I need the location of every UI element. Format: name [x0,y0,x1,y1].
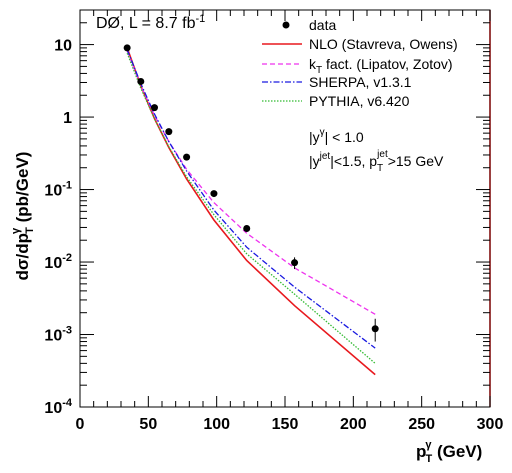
cut-photon-rapidity: |yγ| < 1.0 [309,127,364,145]
legend-entry-pythia: PYTHIA, v6.420 [262,93,410,109]
x-tick-label: 0 [76,416,85,433]
series-line-4 [126,52,376,364]
data-point [243,225,251,233]
y-tick-label: 1 [63,110,72,127]
legend-entry-kt: kT fact. (Lipatov, Zotov) [262,56,453,76]
series-lines [126,47,376,376]
data-point [371,325,379,333]
y-tick-label: 10 [54,38,72,55]
experiment-label: DØ, L = 8.7 fb-1 [96,13,205,32]
data-point [123,44,131,52]
legend-marker-data [282,21,290,29]
x-tick-label: 200 [340,416,367,433]
legend-label-pythia: PYTHIA, v6.420 [309,93,410,109]
data-point [150,104,158,112]
y-tick-label: 10-2 [44,252,72,272]
x-tick-label: 100 [203,416,230,433]
data-point [137,77,145,85]
x-tick-label: 50 [139,416,157,433]
x-tick-label: 150 [272,416,299,433]
legend: data NLO (Stavreva, Owens) kT fact. (Lip… [262,17,458,109]
legend-label-data: data [309,17,336,33]
data-point [183,153,191,161]
x-axis-label: pγ T (GeV) [416,439,482,465]
legend-entry-data: data [282,17,336,33]
x-tick-label: 300 [477,416,504,433]
legend-label-nlo: NLO (Stavreva, Owens) [309,36,458,52]
legend-label-sherpa: SHERPA, v1.3.1 [309,74,412,90]
data-point [165,128,173,136]
legend-entry-sherpa: SHERPA, v1.3.1 [262,74,412,90]
y-tick-label: 10-1 [44,180,72,200]
series-line-3 [126,49,376,349]
y-axis-label: dσ/dpγ T (pb/GeV) [10,152,36,281]
y-tick-label: 10-4 [44,397,72,417]
axis-ticks: 0 50 100 150 200 250 300 10-4 10-3 10-2 10-1 1 10 [44,9,504,433]
y-tick-label: 10-3 [44,325,72,345]
data-point [291,259,299,267]
x-tick-label: 250 [408,416,435,433]
cut-jet-requirements: |yjet|<1.5, pTjet>15 GeV [309,149,444,174]
legend-label-kt: kT fact. (Lipatov, Zotov) [309,56,453,76]
series-line-2 [126,50,376,315]
data-point [210,190,218,198]
data-points [123,44,379,342]
legend-entry-nlo: NLO (Stavreva, Owens) [262,36,458,52]
